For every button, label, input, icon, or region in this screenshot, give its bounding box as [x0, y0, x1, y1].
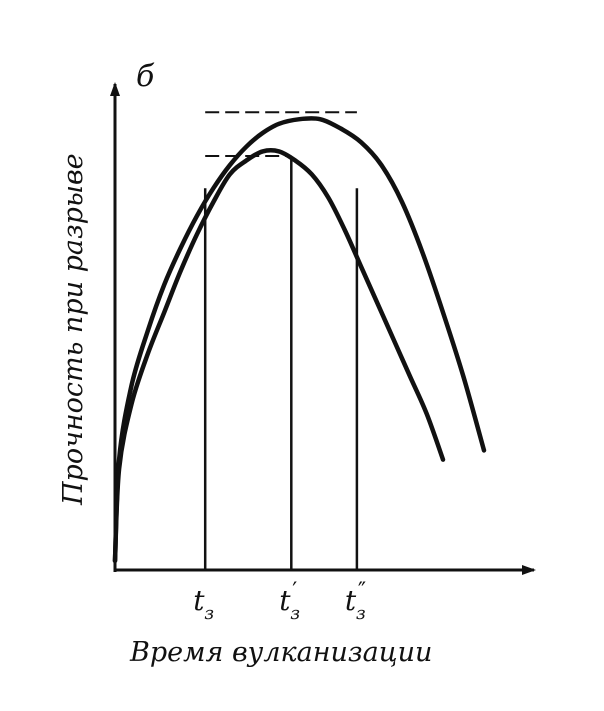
marker-label-sub: з [204, 603, 214, 624]
marker-label-sub: з [356, 603, 366, 624]
marker-label-prime: ″ [358, 579, 366, 604]
marker-label-main: t [193, 584, 205, 617]
series-line-1 [112, 116, 487, 564]
panel-label: б [136, 59, 155, 94]
marker-label-main: t [345, 584, 357, 617]
series-layer [112, 116, 487, 564]
series-line-2 [112, 148, 446, 564]
marker-label-2: t ′з [279, 579, 300, 624]
marker-label-sub: з [290, 603, 300, 624]
marker-label-prime: ′ [292, 579, 297, 604]
marker-label-3: t ″з [345, 579, 366, 624]
marker-label-main: t [279, 584, 291, 617]
reference-lines [203, 111, 359, 570]
marker-labels: t з t ′з t ″з [193, 579, 366, 624]
y-axis-label: Прочность при разрыве [58, 153, 89, 506]
x-axis-label: Время вулканизации [129, 637, 432, 668]
